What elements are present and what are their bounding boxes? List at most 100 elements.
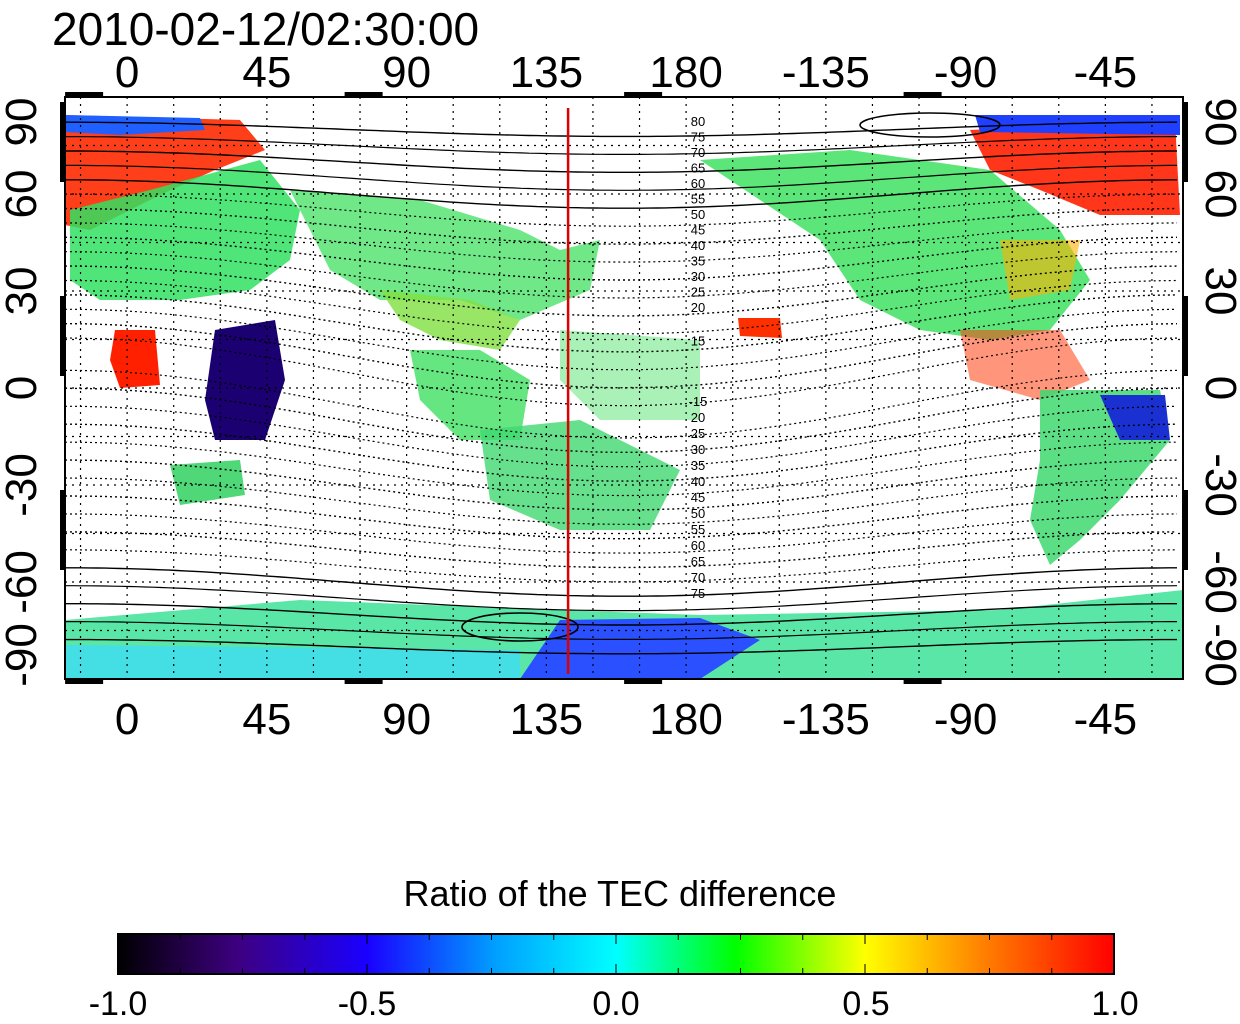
x-tick-bottom: 0: [115, 695, 139, 744]
magnetic-contour: [64, 337, 1177, 407]
magnetic-contour: [65, 294, 1178, 353]
map-title: 2010-02-12/02:30:00: [52, 3, 480, 55]
magnetic-contour: [65, 549, 1178, 583]
contour-label: 30: [691, 269, 705, 284]
region-canada-blue: [975, 115, 1180, 135]
contour-label: -15: [689, 394, 708, 409]
contour-label: 45: [691, 223, 705, 238]
magnetic-contour: [65, 423, 1178, 482]
contour-label: 35: [691, 254, 705, 269]
magnetic-contour: [65, 323, 1178, 389]
tec-data-layer: [65, 115, 1183, 679]
region-us-east: [1000, 240, 1080, 300]
y-tick-right: 30: [1196, 267, 1240, 316]
magnetic-contour: [65, 308, 1178, 371]
region-north-america: [700, 150, 1090, 340]
contour-label: 60: [691, 176, 705, 191]
magnetic-contour: [65, 585, 1178, 612]
contour-label: 45: [691, 490, 705, 505]
colorbar-tick-label: 0.0: [592, 985, 640, 1023]
region-china: [380, 290, 520, 350]
magnetic-contour: [65, 441, 1177, 497]
magnetic-contour: [65, 207, 1177, 245]
x-tick-top: 90: [382, 48, 431, 97]
magnetic-contour: [64, 222, 1178, 263]
y-tick-left: 90: [0, 98, 46, 147]
magnetic-contour: [65, 279, 1178, 335]
x-tick-top: 135: [510, 48, 583, 97]
contour-labels: 8075706560555045403530252015-15202530354…: [689, 114, 708, 601]
contour-label: 75: [691, 586, 705, 601]
x-tick-top: 180: [649, 48, 722, 97]
contour-label: 65: [691, 554, 705, 569]
magnetic-contour: [65, 136, 1177, 155]
axis-labels: 0 45 90 135 180 -135 -90 -45 0 45 90 135 180 -135 -90 -…: [0, 48, 1240, 744]
colorbar-title: Ratio of the TEC difference: [403, 873, 837, 914]
magnetic-contour: [65, 459, 1178, 511]
x-tick-bottom: 45: [242, 695, 291, 744]
contour-label: 15: [691, 334, 705, 349]
magnetic-contour: [65, 495, 1178, 540]
magnetic-contour: [65, 405, 1178, 468]
contour-label: 25: [691, 285, 705, 300]
magnetic-contour: [64, 477, 1177, 525]
magnetic-contour: [64, 387, 1178, 453]
frame-tick-right: [1183, 490, 1188, 570]
contour-label: 35: [691, 458, 705, 473]
frame-tick-bottom: [624, 679, 663, 684]
y-tick-right: 60: [1196, 170, 1240, 219]
contour-label: 20: [691, 410, 705, 425]
x-tick-top: 45: [242, 48, 291, 97]
magnetic-contour: [64, 513, 1178, 554]
contour-label: 70: [691, 145, 705, 160]
magnetic-contour: [65, 369, 1178, 439]
y-tick-left: 30: [0, 267, 46, 316]
frame-tick-left: [60, 296, 65, 376]
region-antarctic-blue: [520, 618, 760, 679]
magnetic-contour: [65, 621, 1177, 640]
frame-tick-top: [344, 92, 383, 97]
y-tick-left: -60: [0, 550, 46, 614]
frame-tick-left: [60, 490, 65, 570]
y-tick-right: 0: [1196, 376, 1240, 400]
frame-tick-bars: [60, 92, 1188, 684]
region-se-asia: [410, 350, 530, 440]
magnetic-contours: [64, 112, 1178, 655]
contour-label: 20: [691, 300, 705, 315]
contour-label: 40: [691, 474, 705, 489]
magnetic-contour: [65, 236, 1178, 281]
magnetic-contour: [65, 603, 1177, 626]
region-australia: [480, 420, 680, 530]
y-tick-left: -90: [0, 623, 46, 687]
x-tick-top: -135: [782, 48, 870, 97]
colorbar-tick-label: 1.0: [1091, 985, 1139, 1023]
magnetic-contour: [65, 193, 1177, 227]
contour-label: 40: [691, 238, 705, 253]
pole-contour: [461, 612, 579, 642]
plot-frame: [64, 96, 1184, 680]
y-tick-right: -90: [1196, 623, 1240, 687]
y-tick-right: -60: [1196, 550, 1240, 614]
contour-label: 55: [691, 522, 705, 537]
contour-label: 75: [691, 130, 705, 145]
y-tick-left: 60: [0, 170, 46, 219]
contour-label: 65: [691, 161, 705, 176]
colorbar-tick-label: -1.0: [88, 985, 148, 1023]
frame-tick-left: [60, 102, 65, 182]
x-tick-top: -90: [934, 48, 998, 97]
magnetic-contour: [65, 121, 1177, 138]
region-north-europe-blue: [65, 115, 205, 135]
magnetic-contour: [65, 164, 1177, 191]
contour-label: 50: [691, 207, 705, 222]
frame-tick-bottom: [344, 679, 383, 684]
frame-tick-right: [1183, 296, 1188, 376]
frame-tick-top: [65, 92, 104, 97]
region-asia: [290, 190, 600, 320]
region-antarctic-cyan: [65, 645, 520, 679]
colorbar-tick-marks: [117, 934, 1115, 974]
region-south-africa: [170, 460, 245, 505]
x-tick-bottom: 180: [649, 695, 722, 744]
x-tick-top: 0: [115, 48, 139, 97]
region-pacific: [560, 330, 700, 420]
contour-label: 25: [691, 426, 705, 441]
